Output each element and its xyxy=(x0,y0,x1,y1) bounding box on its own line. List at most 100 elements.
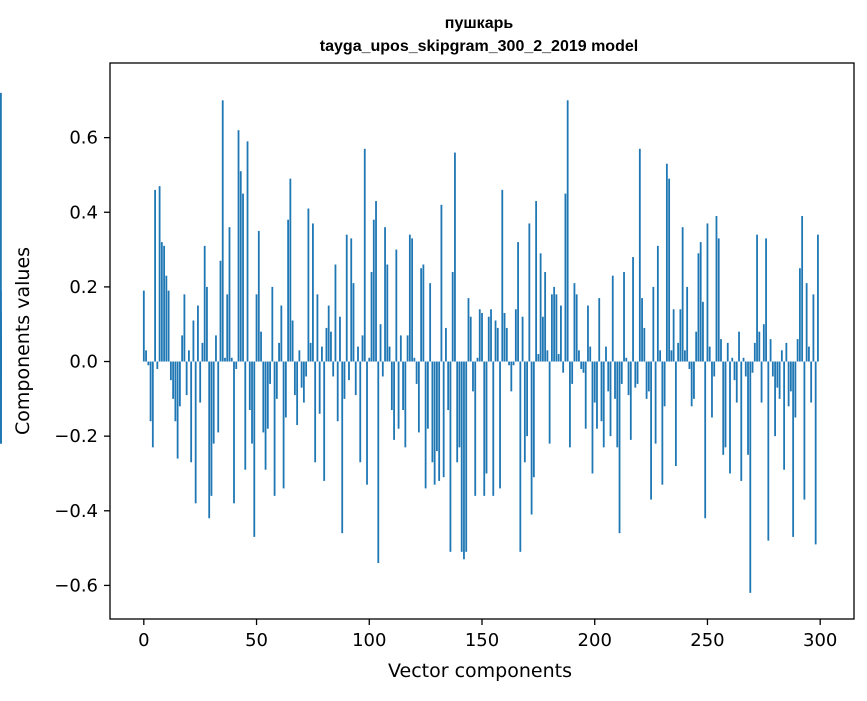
bar-component-262 xyxy=(733,361,736,381)
bar-component-46 xyxy=(246,141,249,362)
bar-component-78 xyxy=(318,361,321,414)
bar-component-22 xyxy=(192,320,195,362)
bar-component-182 xyxy=(553,286,556,362)
bar-component-139 xyxy=(456,361,459,463)
bar-component-295 xyxy=(808,346,810,362)
bar-component-66 xyxy=(291,320,294,362)
bar-component-284 xyxy=(783,361,786,470)
bar-component-7 xyxy=(158,186,161,362)
bar-component-52 xyxy=(260,331,262,362)
bar-component-174 xyxy=(535,201,538,362)
bar-component-30 xyxy=(210,361,213,496)
bar-component-189 xyxy=(569,361,571,448)
bar-component-64 xyxy=(287,219,290,362)
bar-component-27 xyxy=(203,245,206,362)
y-tick-label: −0.2 xyxy=(54,426,98,447)
bar-component-152 xyxy=(485,361,488,474)
bar-component-134 xyxy=(445,327,447,362)
bar-component-244 xyxy=(693,361,695,399)
x-tick-label: 0 xyxy=(138,630,149,651)
bar-component-94 xyxy=(354,361,357,396)
bar-component-69 xyxy=(298,350,301,362)
bar-component-197 xyxy=(587,305,589,362)
bar-component-undefined xyxy=(0,92,2,362)
bar-component-82 xyxy=(327,305,330,362)
bar-component-173 xyxy=(532,361,535,478)
bar-component-268 xyxy=(747,361,749,455)
bar-component-133 xyxy=(442,361,445,478)
bar-component-221 xyxy=(641,298,643,362)
bar-component-216 xyxy=(629,361,632,440)
bar-component-258 xyxy=(724,361,727,448)
y-tick-label: −0.4 xyxy=(54,501,98,522)
bar-component-235 xyxy=(672,309,675,362)
bar-component-106 xyxy=(381,361,384,377)
bar-component-277 xyxy=(767,361,770,541)
bar-component-224 xyxy=(647,361,650,392)
bar-component-222 xyxy=(643,327,646,362)
bar-component-220 xyxy=(638,148,641,362)
bar-component-23 xyxy=(194,361,197,504)
bar-component-256 xyxy=(720,339,722,362)
bar-component-28 xyxy=(206,286,208,362)
bar-component-181 xyxy=(550,294,553,362)
bar-component-124 xyxy=(422,264,425,362)
bar-component-9 xyxy=(163,245,166,362)
bar-component-130 xyxy=(436,361,438,452)
bar-component-160 xyxy=(503,313,506,362)
bar-component-119 xyxy=(411,238,414,362)
bar-component-288 xyxy=(792,361,795,537)
bar-component-102 xyxy=(372,219,375,362)
bar-component-294 xyxy=(805,283,808,362)
bar-component-60 xyxy=(278,342,280,362)
bar-component-143 xyxy=(465,361,468,552)
bar-component-32 xyxy=(215,335,217,362)
bar-component-297 xyxy=(812,294,815,362)
bar-component-290 xyxy=(796,339,799,362)
bar-component-126 xyxy=(426,361,429,429)
bar-component-209 xyxy=(614,361,616,399)
bar-component-259 xyxy=(726,342,729,362)
bar-component-125 xyxy=(424,361,427,489)
y-tick-label: 0.4 xyxy=(69,202,98,223)
bar-component-215 xyxy=(627,361,630,396)
bar-component-88 xyxy=(341,361,344,534)
bar-component-81 xyxy=(325,327,328,362)
bar-component-280 xyxy=(774,361,776,437)
bar-component-137 xyxy=(451,271,454,362)
bar-component-89 xyxy=(343,361,346,399)
bar-component-291 xyxy=(798,268,801,362)
bar-component-177 xyxy=(541,316,544,362)
bar-component-35 xyxy=(221,100,224,362)
bar-component-287 xyxy=(789,361,792,392)
bar-component-85 xyxy=(334,264,337,362)
bar-component-202 xyxy=(598,298,601,362)
bar-component-159 xyxy=(501,189,504,362)
bar-component-14 xyxy=(174,361,177,422)
bar-component-145 xyxy=(469,316,472,362)
bar-component-74 xyxy=(309,342,312,362)
bar-component-90 xyxy=(345,234,348,362)
bar-component-109 xyxy=(388,346,391,362)
bar-component-251 xyxy=(708,346,711,362)
bar-component-76 xyxy=(314,361,317,463)
bar-component-200 xyxy=(593,361,596,403)
bar-component-158 xyxy=(499,361,501,489)
bar-component-96 xyxy=(359,361,362,463)
bar-component-299 xyxy=(817,234,819,362)
bar-component-53 xyxy=(262,361,265,433)
y-tick-label: 0.2 xyxy=(69,277,98,298)
bar-component-73 xyxy=(307,208,310,362)
bar-component-148 xyxy=(476,357,479,362)
bar-component-47 xyxy=(248,361,251,411)
bar-component-172 xyxy=(530,361,533,515)
bar-component-229 xyxy=(659,350,662,362)
bar-component-150 xyxy=(481,313,483,362)
bar-component-2 xyxy=(147,361,150,366)
bar-component-282 xyxy=(778,361,781,399)
bar-component-39 xyxy=(230,357,233,362)
bar-component-226 xyxy=(652,286,655,362)
bar-component-246 xyxy=(697,253,700,362)
bar-component-278 xyxy=(769,339,772,362)
bar-component-212 xyxy=(620,361,623,384)
